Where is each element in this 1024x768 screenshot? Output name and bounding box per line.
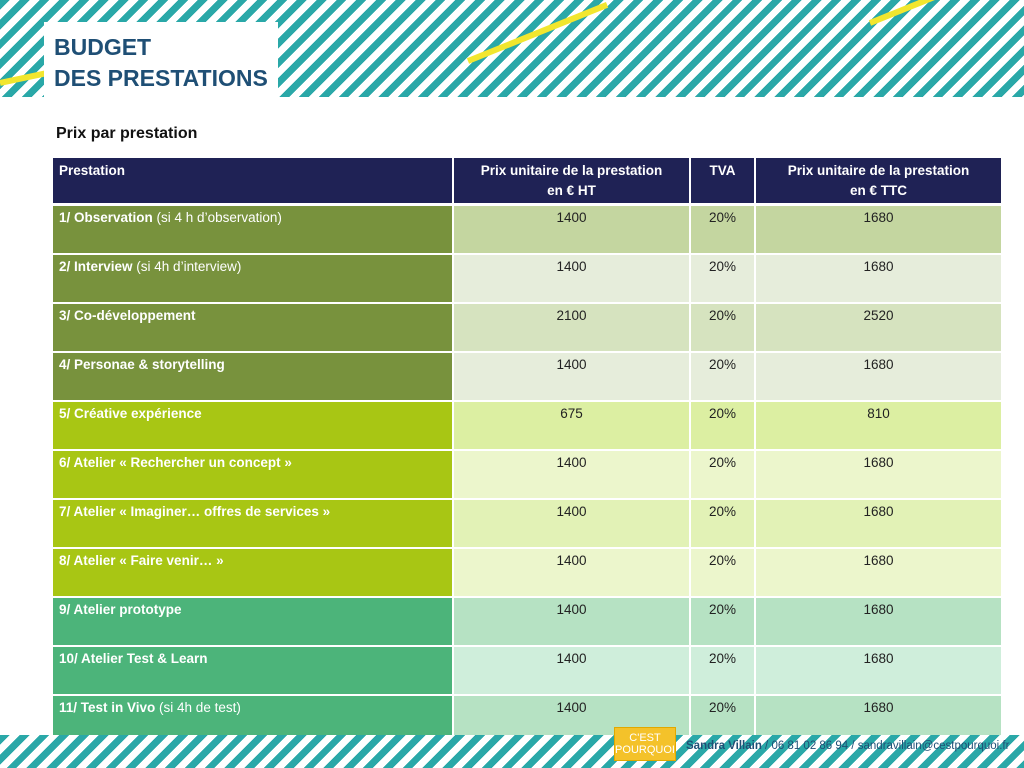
header-price-ht-line2: en € HT [547, 183, 596, 198]
price-ht-cell: 1400 [453, 548, 691, 598]
price-ttc-cell: 1680 [755, 204, 1003, 255]
page-title: BUDGET DES PRESTATIONS [54, 32, 268, 94]
table-row: 8/ Atelier « Faire venir… » 1400 20% 168… [53, 548, 1003, 598]
prestation-cell: 8/ Atelier « Faire venir… » [53, 548, 454, 598]
table-row: 10/ Atelier Test & Learn 1400 20% 1680 [53, 646, 1003, 696]
header-price-ttc-line1: Prix unitaire de la prestation [787, 163, 970, 178]
table-row: 6/ Atelier « Rechercher un concept » 140… [53, 450, 1003, 500]
table-row: 4/ Personae & storytelling 1400 20% 1680 [53, 352, 1003, 402]
prestation-name: 2/ Interview [59, 259, 133, 274]
header-price-ttc-line2: en € TTC [849, 183, 907, 198]
tva-cell: 20% [690, 254, 756, 304]
price-ht-cell: 1400 [453, 499, 691, 549]
header-tva: TVA [690, 158, 756, 206]
prestation-cell: 4/ Personae & storytelling [53, 352, 454, 402]
price-ht-cell: 2100 [453, 303, 691, 353]
footer-contact: Sandra Villain / 06 81 02 86 94 / sandra… [686, 740, 1009, 752]
price-ttc-cell: 1680 [755, 646, 1003, 696]
price-ttc-cell: 1680 [755, 254, 1003, 304]
prestation-cell: 6/ Atelier « Rechercher un concept » [53, 450, 454, 500]
price-ttc-cell: 1680 [755, 352, 1003, 402]
logo-line1: C'EST [629, 732, 661, 744]
table-row: 5/ Créative expérience 675 20% 810 [53, 401, 1003, 451]
tva-cell: 20% [690, 646, 756, 696]
header-prestation: Prestation [53, 158, 454, 206]
table-row: 7/ Atelier « Imaginer… offres de service… [53, 499, 1003, 549]
table-row: 1/ Observation (si 4 h d’observation) 14… [53, 204, 1003, 255]
contact-details: / 06 81 02 86 94 / sandravillain@cestpou… [761, 740, 1010, 752]
price-ttc-cell: 810 [755, 401, 1003, 451]
tva-cell: 20% [690, 499, 756, 549]
tva-cell: 20% [690, 303, 756, 353]
table-header-row: Prestation Prix unitaire de la prestatio… [53, 158, 1003, 206]
prestation-name: 1/ Observation [59, 210, 153, 225]
prestation-cell: 10/ Atelier Test & Learn [53, 646, 454, 696]
prestation-name: 10/ Atelier Test & Learn [59, 651, 208, 666]
header-price-ht-line1: Prix unitaire de la prestation [480, 163, 663, 178]
prestation-name: 11/ Test in Vivo [59, 700, 156, 715]
prestation-cell: 5/ Créative expérience [53, 401, 454, 451]
table-row: 3/ Co-développement 2100 20% 2520 [53, 303, 1003, 353]
tva-cell: 20% [690, 352, 756, 402]
tva-cell: 20% [690, 548, 756, 598]
prestation-detail: (si 4 h d’observation) [152, 210, 282, 225]
tva-cell: 20% [690, 204, 756, 255]
header-price-ttc: Prix unitaire de la prestation en € TTC [755, 158, 1003, 206]
prestation-name: 8/ Atelier « Faire venir… » [59, 553, 224, 568]
prestation-name: 7/ Atelier « Imaginer… offres de service… [59, 504, 331, 519]
price-ttc-cell: 1680 [755, 548, 1003, 598]
prestation-detail: (si 4h de test) [155, 700, 241, 715]
contact-name: Sandra Villain [686, 740, 762, 752]
logo-line2: POURQUOI [615, 744, 675, 756]
price-ht-cell: 1400 [453, 450, 691, 500]
price-table: Prestation Prix unitaire de la prestatio… [53, 158, 1003, 745]
price-ttc-cell: 2520 [755, 303, 1003, 353]
prestation-name: 6/ Atelier « Rechercher un concept » [59, 455, 292, 470]
prestation-cell: 7/ Atelier « Imaginer… offres de service… [53, 499, 454, 549]
prestation-cell: 3/ Co-développement [53, 303, 454, 353]
company-logo: C'EST POURQUOI [614, 727, 676, 761]
prestation-name: 9/ Atelier prototype [59, 602, 182, 617]
decorative-stripes-bottom [0, 735, 1024, 768]
tva-cell: 20% [690, 450, 756, 500]
title-box [44, 22, 278, 98]
price-ttc-cell: 1680 [755, 597, 1003, 647]
tva-cell: 20% [690, 401, 756, 451]
tva-cell: 20% [690, 597, 756, 647]
price-ht-cell: 1400 [453, 597, 691, 647]
prestation-name: 3/ Co-développement [59, 308, 196, 323]
page-title-line1: BUDGET [54, 34, 152, 60]
prestation-cell: 9/ Atelier prototype [53, 597, 454, 647]
section-subtitle: Prix par prestation [56, 125, 198, 142]
prestation-cell: 2/ Interview (si 4h d’interview) [53, 254, 454, 304]
price-ht-cell: 1400 [453, 204, 691, 255]
prestation-name: 4/ Personae & storytelling [59, 357, 225, 372]
prestation-name: 5/ Créative expérience [59, 406, 202, 421]
price-ttc-cell: 1680 [755, 499, 1003, 549]
header-price-ht: Prix unitaire de la prestation en € HT [453, 158, 691, 206]
price-ttc-cell: 1680 [755, 450, 1003, 500]
price-ht-cell: 1400 [453, 254, 691, 304]
table-row: 9/ Atelier prototype 1400 20% 1680 [53, 597, 1003, 647]
price-ht-cell: 675 [453, 401, 691, 451]
page-title-line2: DES PRESTATIONS [54, 65, 268, 91]
price-ht-cell: 1400 [453, 646, 691, 696]
prestation-cell: 1/ Observation (si 4 h d’observation) [53, 204, 454, 255]
prestation-detail: (si 4h d’interview) [132, 259, 242, 274]
price-ht-cell: 1400 [453, 352, 691, 402]
table-row: 2/ Interview (si 4h d’interview) 1400 20… [53, 254, 1003, 304]
